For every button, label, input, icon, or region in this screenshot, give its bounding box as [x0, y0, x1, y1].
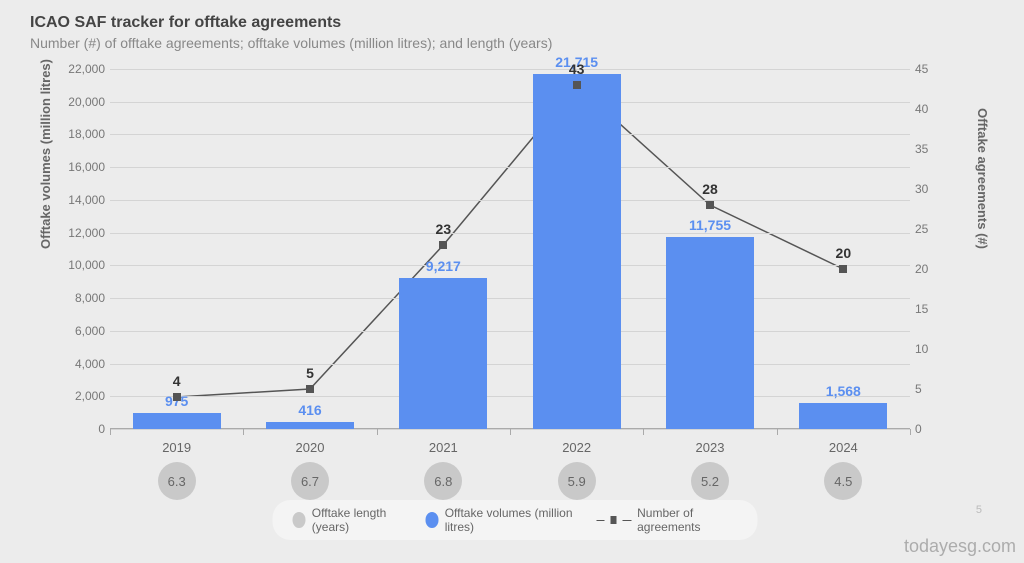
bar-value-label: 416: [298, 402, 321, 418]
line-value-label: 4: [173, 373, 181, 389]
legend-item: Number of agreements: [596, 506, 737, 534]
bar: [799, 403, 887, 429]
gridline: [110, 69, 910, 70]
gridline: [110, 396, 910, 397]
x-tick: [910, 429, 911, 435]
legend-line-icon: [596, 520, 604, 521]
legend-dot-icon: [293, 512, 306, 528]
line-value-label: 23: [436, 221, 452, 237]
y-left-tick-label: 16,000: [55, 160, 105, 174]
line-marker: [839, 265, 847, 273]
y-right-tick-label: 0: [915, 422, 950, 436]
bar: [666, 237, 754, 429]
line-value-label: 43: [569, 61, 585, 77]
line-value-label: 5: [306, 365, 314, 381]
chart-container: ICAO SAF tracker for offtake agreements …: [30, 14, 1000, 544]
legend-label: Offtake length (years): [312, 506, 408, 534]
gridline: [110, 134, 910, 135]
length-badge-row: 6.3 6.7 6.8 5.9 5.2 4.5: [110, 462, 910, 502]
gridline: [110, 102, 910, 103]
y-right-tick-label: 35: [915, 142, 950, 156]
chart-subtitle: Number (#) of offtake agreements; offtak…: [30, 35, 1000, 51]
y-left-tick-label: 20,000: [55, 95, 105, 109]
y-left-tick-label: 0: [55, 422, 105, 436]
x-tick: [510, 429, 511, 435]
y-right-tick-label: 30: [915, 182, 950, 196]
y-right-tick-label: 15: [915, 302, 950, 316]
bar-value-label: 1,568: [826, 383, 861, 399]
x-tick: [243, 429, 244, 435]
y-right-tick-label: 40: [915, 102, 950, 116]
gridline: [110, 200, 910, 201]
legend-square-icon: [610, 516, 617, 524]
x-category-label: 2022: [562, 440, 591, 455]
watermark: todayesg.com: [904, 536, 1016, 557]
length-badge: 6.8: [424, 462, 462, 500]
legend-dot-icon: [425, 512, 438, 528]
length-badge: 6.7: [291, 462, 329, 500]
y-right-tick-label: 45: [915, 62, 950, 76]
x-category-label: 2021: [429, 440, 458, 455]
y-left-axis-label: Offtake volumes (million litres): [38, 59, 53, 249]
plot-area: 02,0004,0006,0008,00010,00012,00014,0001…: [110, 69, 910, 429]
y-right-tick-label: 10: [915, 342, 950, 356]
legend-line-icon: [623, 520, 631, 521]
gridline: [110, 167, 910, 168]
bar: [266, 422, 354, 429]
line-value-label: 28: [702, 181, 718, 197]
line-marker: [173, 393, 181, 401]
length-badge: 5.2: [691, 462, 729, 500]
x-tick: [777, 429, 778, 435]
line-marker: [439, 241, 447, 249]
length-badge: 5.9: [558, 462, 596, 500]
line-marker: [706, 201, 714, 209]
x-tick: [643, 429, 644, 435]
y-left-tick-label: 6,000: [55, 324, 105, 338]
y-left-tick-label: 4,000: [55, 357, 105, 371]
gridline: [110, 298, 910, 299]
length-badge: 6.3: [158, 462, 196, 500]
bar-value-label: 9,217: [426, 258, 461, 274]
x-category-label: 2019: [162, 440, 191, 455]
x-category-label: 2023: [696, 440, 725, 455]
legend-label: Number of agreements: [637, 506, 737, 534]
legend-label: Offtake volumes (million litres): [445, 506, 579, 534]
legend-item: Offtake length (years): [293, 506, 408, 534]
bar: [399, 278, 487, 429]
x-tick: [377, 429, 378, 435]
bar: [133, 413, 221, 429]
gridline: [110, 265, 910, 266]
page-number: 5: [976, 504, 982, 516]
y-left-tick-label: 2,000: [55, 389, 105, 403]
length-badge: 4.5: [824, 462, 862, 500]
y-left-tick-label: 12,000: [55, 226, 105, 240]
y-right-axis-label: Offtake agreements (#): [975, 108, 990, 249]
y-left-tick-label: 8,000: [55, 291, 105, 305]
x-category-label: 2024: [829, 440, 858, 455]
legend-item: Offtake volumes (million litres): [425, 506, 578, 534]
line-series-svg: [110, 69, 910, 429]
bar: [533, 74, 621, 429]
line-marker: [573, 81, 581, 89]
y-right-tick-label: 20: [915, 262, 950, 276]
gridline: [110, 233, 910, 234]
chart-title: ICAO SAF tracker for offtake agreements: [30, 14, 1000, 32]
line-marker: [306, 385, 314, 393]
gridline: [110, 331, 910, 332]
y-right-tick-label: 25: [915, 222, 950, 236]
line-value-label: 20: [836, 245, 852, 261]
bar-value-label: 11,755: [689, 217, 731, 233]
gridline: [110, 364, 910, 365]
legend: Offtake length (years) Offtake volumes (m…: [273, 500, 758, 540]
y-left-tick-label: 22,000: [55, 62, 105, 76]
y-left-tick-label: 18,000: [55, 127, 105, 141]
y-right-tick-label: 5: [915, 382, 950, 396]
x-tick: [110, 429, 111, 435]
x-category-label: 2020: [296, 440, 325, 455]
y-left-tick-label: 14,000: [55, 193, 105, 207]
y-left-tick-label: 10,000: [55, 258, 105, 272]
